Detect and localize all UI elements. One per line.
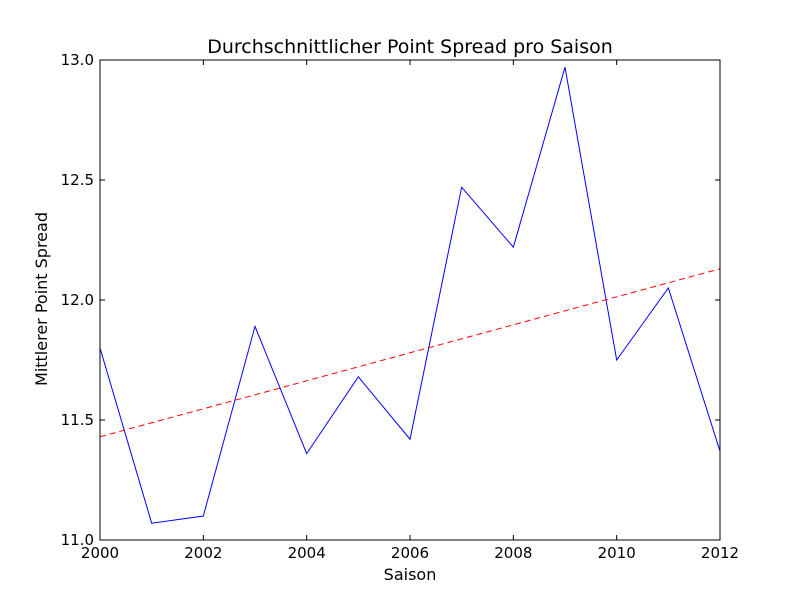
chart-title: Durchschnittlicher Point Spread pro Sais… [207,36,613,58]
y-tick-label: 12.0 [61,291,94,309]
plot-area [100,67,720,524]
x-tick-label: 2006 [391,544,429,562]
x-tick-label: 2012 [701,544,739,562]
x-tick-label: 2002 [184,544,222,562]
y-tick-label: 12.5 [61,171,94,189]
x-tick-label: 2000 [81,544,119,562]
x-tick-label: 2008 [494,544,532,562]
plot-frame [99,59,721,541]
trend-line [100,268,720,438]
x-axis: 2000 2002 2004 2006 2008 2010 2012 [81,60,739,562]
y-tick-label: 11.0 [61,531,94,549]
x-tick-label: 2004 [288,544,326,562]
x-axis-label: Saison [384,565,437,584]
x-tick-label: 2010 [598,544,636,562]
y-tick-label: 13.0 [61,51,94,69]
y-tick-label: 11.5 [61,411,94,429]
series-line [100,67,720,524]
y-axis-label: Mittlerer Point Spread [32,212,51,386]
y-axis: 11.0 11.5 12.0 12.5 13.0 [61,51,720,549]
